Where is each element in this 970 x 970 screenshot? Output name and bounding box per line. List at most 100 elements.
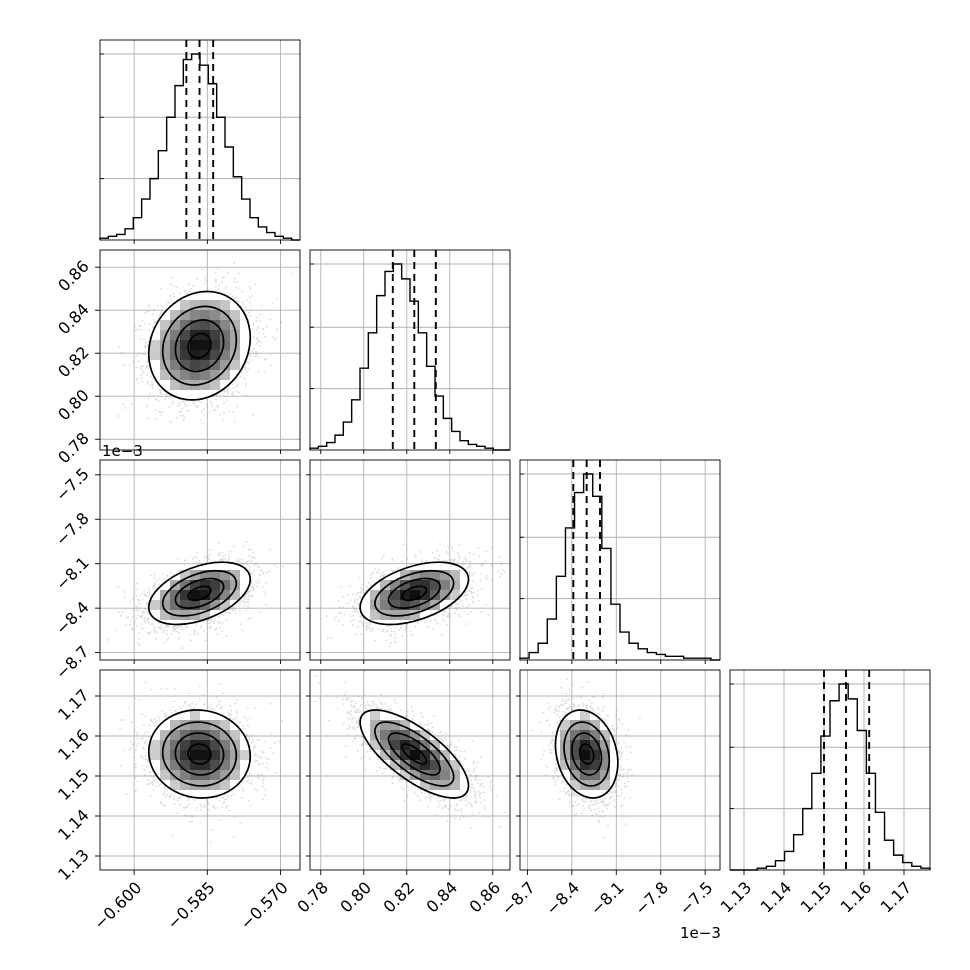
density-cell: [600, 730, 610, 740]
y-tick-label: 0.82: [54, 343, 93, 382]
density-cell: [180, 330, 190, 340]
density-cell: [450, 590, 460, 600]
density-cell: [410, 570, 420, 580]
histogram-frame: [519, 459, 721, 661]
density-cell: [560, 730, 570, 740]
contour-level-1: [554, 709, 619, 799]
density-cell: [390, 600, 400, 610]
x-axis-2: −8.7 −8.4 −8.1 −7.8 −7.5 1e−3: [498, 870, 721, 942]
density-cell: [180, 300, 190, 310]
density-cell: [580, 720, 590, 730]
density-cell: [220, 780, 230, 790]
density-cell: [440, 770, 450, 780]
contour-level-3: [174, 732, 225, 776]
x-tick-label: 1.17: [877, 878, 916, 917]
density-cell: [190, 720, 200, 730]
density-cell: [210, 730, 220, 740]
histogram-frame: [729, 669, 931, 871]
density-cell: [220, 310, 230, 320]
density-cell: [400, 740, 410, 750]
density-cell: [400, 570, 410, 580]
density-cell: [180, 570, 190, 580]
density-cell: [420, 580, 430, 590]
density-cell: [180, 600, 190, 610]
density-cell: [180, 320, 190, 330]
density-cell: [570, 770, 580, 780]
density-cell: [370, 610, 380, 620]
density-cell: [150, 750, 160, 760]
density-cell: [380, 580, 390, 590]
density-cell: [230, 770, 240, 780]
density-cell: [210, 300, 220, 310]
density-cell: [440, 750, 450, 760]
density-cell: [200, 610, 210, 620]
density-cell: [150, 740, 160, 750]
density-cell: [590, 730, 600, 740]
density-cell: [380, 750, 390, 760]
density-cell: [190, 710, 200, 720]
density-cell: [400, 600, 410, 610]
contour-level-1: [147, 290, 252, 401]
density-cell: [200, 760, 210, 770]
density-cell: [570, 750, 580, 760]
y-tick-label: 1.17: [54, 685, 93, 724]
x-tick-label: 0.84: [422, 878, 461, 917]
density-cell: [560, 740, 570, 750]
contour-level-4: [401, 585, 428, 602]
density-cell: [180, 580, 190, 590]
density-cell: [170, 320, 180, 330]
contour-level-2: [374, 569, 455, 617]
density-cell: [590, 740, 600, 750]
x-tick-label: 0.82: [379, 878, 418, 917]
scatter-panel-0-3: [99, 669, 301, 871]
density-cell: [180, 310, 190, 320]
y-axis-1: 0.78 0.80 0.82 0.84 0.86: [54, 257, 100, 467]
x-tick-label: −0.570: [236, 878, 291, 933]
density-cell: [230, 590, 240, 600]
histogram-panel-0: [99, 39, 301, 241]
y-tick-label: 1.13: [54, 845, 93, 884]
density-cell: [440, 580, 450, 590]
density-cell: [190, 340, 200, 350]
y-tick-label: −8.7: [52, 642, 93, 683]
density-cell: [420, 750, 430, 760]
histogram-bars: [309, 263, 510, 451]
density-cell: [180, 740, 190, 750]
density-cell: [210, 580, 220, 590]
density-cell: [160, 750, 170, 760]
density-cell: [170, 350, 180, 360]
density-cell: [170, 740, 180, 750]
density-cell: [160, 320, 170, 330]
density-cell: [190, 350, 200, 360]
histogram-frame: [99, 39, 301, 241]
density-cell: [160, 730, 170, 740]
contour-level-1: [147, 561, 252, 626]
density-cell: [210, 770, 220, 780]
density-cell: [410, 730, 420, 740]
density-cell: [220, 730, 230, 740]
x-tick-label: 0.80: [336, 878, 375, 917]
y-tick-label: −7.8: [52, 509, 93, 550]
x-tick-label: 1.15: [797, 878, 836, 917]
x-tick-label: −0.585: [163, 878, 218, 933]
density-cell: [220, 720, 230, 730]
y-axis-3: 1.131.141.151.161.17: [54, 685, 100, 884]
density-cell: [180, 590, 190, 600]
x-offset-label: 1e−3: [680, 924, 721, 942]
density-cell: [180, 610, 190, 620]
density-cell: [420, 570, 430, 580]
density-cell: [210, 310, 220, 320]
density-cell: [450, 760, 460, 770]
density-cell: [200, 360, 210, 370]
density-cell: [170, 720, 180, 730]
contour-level-4: [578, 743, 595, 765]
density-cell: [390, 580, 400, 590]
density-cell: [420, 780, 430, 790]
density-cell: [180, 750, 190, 760]
density-cell: [210, 360, 220, 370]
x-axis-1: 0.78 0.80 0.82 0.84 0.86: [293, 870, 504, 917]
density-cell: [410, 770, 420, 780]
density-cell: [190, 580, 200, 590]
density-cell: [410, 750, 420, 760]
density-cell: [210, 380, 220, 390]
